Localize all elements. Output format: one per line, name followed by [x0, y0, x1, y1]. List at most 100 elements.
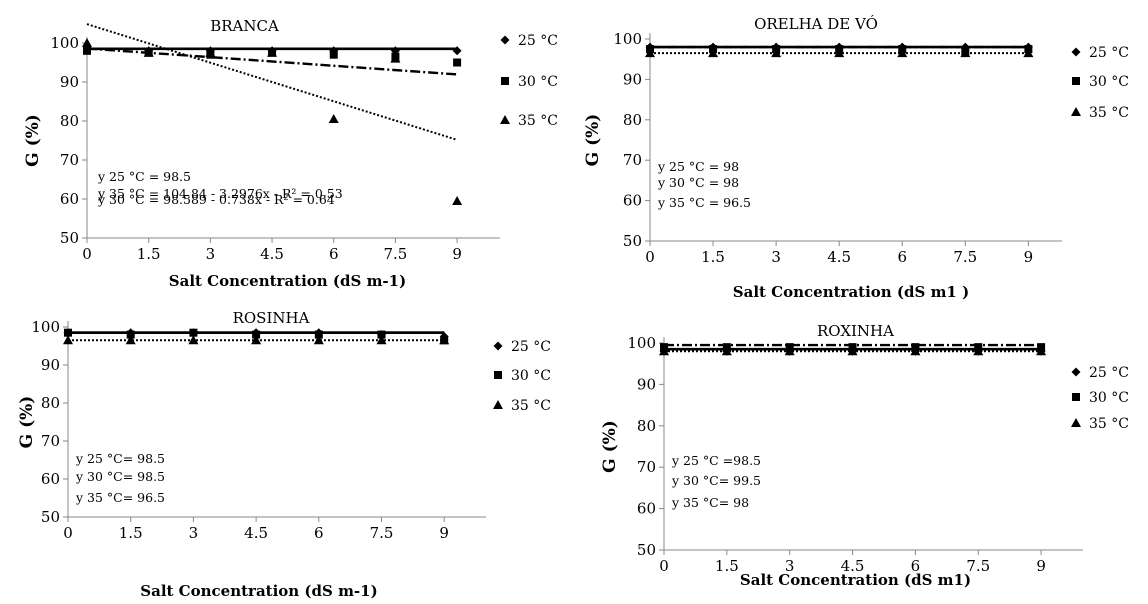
data-point-s3 — [452, 195, 463, 205]
y-axis-label: G (%) — [600, 420, 620, 473]
x-tick-label: 6 — [314, 524, 324, 542]
trend-line-3 — [86, 23, 458, 141]
y-tick-label: 100 — [31, 318, 60, 336]
y-tick-label: 100 — [627, 334, 656, 352]
data-point-s3 — [721, 346, 732, 356]
data-point-s3 — [847, 346, 858, 356]
legend-marker-1 — [1071, 47, 1081, 57]
legend-marker-3 — [500, 115, 510, 124]
x-tick-label: 9 — [1024, 248, 1034, 266]
x-tick-label: 4.5 — [260, 245, 284, 263]
data-point-s1 — [452, 46, 462, 56]
y-tick-label: 70 — [637, 458, 656, 476]
x-axis-label: Salt Concentration (dS m-1) — [140, 582, 377, 600]
data-point-s3 — [960, 48, 971, 58]
regression-equation-2: y 30 °C = 98.589 - 0.738x - R² = 0.64 — [97, 192, 335, 207]
x-axis-label: Salt Concentration (dS m-1) — [169, 272, 406, 290]
data-point-s3 — [251, 335, 262, 345]
data-point-s2 — [377, 330, 386, 339]
legend-label-3: 35 °C — [1089, 416, 1129, 432]
chart-title: BRANCA — [210, 17, 279, 35]
y-tick-label: 100 — [50, 34, 79, 52]
data-point-s3 — [63, 335, 73, 345]
y-tick-label: 90 — [41, 356, 60, 374]
regression-equation-2: y 30 °C= 99.5 — [671, 473, 761, 488]
y-tick-label: 80 — [637, 417, 656, 435]
data-point-s3 — [125, 335, 136, 345]
y-axis-label: G (%) — [17, 396, 37, 449]
x-tick-label: 7.5 — [370, 524, 394, 542]
data-point-s2 — [314, 330, 323, 339]
y-axis-label: G (%) — [583, 114, 603, 167]
data-point-s2 — [189, 328, 198, 337]
legend-label-3: 35 °C — [518, 113, 558, 129]
y-tick-label: 70 — [623, 151, 642, 169]
x-tick-label: 1.5 — [119, 524, 143, 542]
chart-panel-1: BRANCA 50 60 70 80 90 100 0 1.5 3 4.5 6 7.5 9 Salt Con… — [23, 17, 558, 290]
chart-panel-3: ROSINHA 50 60 70 80 90 100 0 1.5 3 4.5 6 7.5 9 Salt Co… — [17, 309, 551, 600]
data-point-s3 — [973, 346, 984, 356]
data-point-s3 — [910, 346, 921, 356]
y-tick-label: 50 — [41, 508, 60, 526]
regression-equation-3: y 35 °C = 104.84 - 3.2976x - R² = 0.53 — [97, 186, 343, 201]
legend-label-2: 30 °C — [511, 368, 551, 384]
data-point-s2 — [252, 330, 261, 339]
data-point-s3 — [267, 47, 278, 57]
regression-equation-3: y 35 °C = 96.5 — [657, 195, 751, 210]
chart-panel-4: ROXINHA 50 60 70 80 90 100 0 1.5 3 4.5 6 7.5 9 Salt Co… — [600, 322, 1129, 589]
data-point-s3 — [1023, 48, 1034, 58]
data-point-s2 — [329, 50, 338, 59]
legend-marker-3 — [493, 400, 503, 409]
legend-marker-2 — [1072, 77, 1080, 85]
regression-equation-1: y 25 °C= 98.5 — [75, 451, 165, 466]
legend-label-2: 30 °C — [518, 74, 558, 90]
regression-equation-3: y 35 °C= 98 — [671, 495, 749, 510]
regression-equation-1: y 25 °C = 98.5 — [97, 169, 191, 184]
y-tick-label: 50 — [637, 541, 656, 559]
x-tick-label: 6 — [897, 248, 907, 266]
regression-equation-1: y 25 °C =98.5 — [671, 453, 761, 468]
legend-marker-3 — [1071, 107, 1081, 116]
legend-label-1: 25 °C — [518, 33, 558, 49]
data-point-s3 — [205, 47, 216, 57]
x-tick-label: 6 — [911, 557, 921, 575]
legend-label-2: 30 °C — [1089, 390, 1129, 406]
chart-title: ROSINHA — [233, 309, 310, 327]
y-tick-label: 60 — [60, 190, 79, 208]
legend-marker-1 — [493, 341, 503, 351]
data-point-s3 — [834, 48, 845, 58]
data-point-s2 — [453, 58, 462, 67]
x-tick-label: 7.5 — [966, 557, 990, 575]
y-tick-label: 80 — [41, 394, 60, 412]
x-tick-label: 3 — [189, 524, 199, 542]
y-tick-label: 70 — [41, 432, 60, 450]
y-tick-label: 90 — [60, 73, 79, 91]
data-point-s3 — [1036, 346, 1047, 356]
x-tick-label: 1.5 — [137, 245, 161, 263]
x-tick-label: 0 — [645, 248, 655, 266]
x-tick-label: 1.5 — [701, 248, 725, 266]
x-tick-label: 6 — [329, 245, 339, 263]
legend-label-1: 25 °C — [511, 339, 551, 355]
chart-panel-2: ORELHA DE VÓ 50 60 70 80 90 100 0 1.5 3 4.5 6 7.5 9 Sa… — [583, 15, 1129, 301]
y-tick-label: 50 — [623, 232, 642, 250]
legend-label-2: 30 °C — [1089, 74, 1129, 90]
data-point-s3 — [708, 48, 719, 58]
data-point-s3 — [390, 53, 401, 63]
legend-marker-2 — [501, 77, 509, 85]
x-tick-label: 9 — [439, 524, 449, 542]
x-tick-label: 9 — [452, 245, 462, 263]
x-tick-label: 1.5 — [715, 557, 739, 575]
y-tick-label: 100 — [613, 30, 642, 48]
x-tick-label: 0 — [63, 524, 73, 542]
data-point-s3 — [143, 47, 154, 57]
x-tick-label: 3 — [771, 248, 781, 266]
legend-label-3: 35 °C — [1089, 105, 1129, 121]
y-tick-label: 70 — [60, 151, 79, 169]
x-tick-label: 9 — [1036, 557, 1046, 575]
data-point-s3 — [784, 346, 795, 356]
regression-equation-2: y 30 °C= 98.5 — [75, 469, 165, 484]
x-axis-label: Salt Concentration (dS m1) — [740, 571, 971, 589]
data-point-s2 — [64, 328, 72, 337]
